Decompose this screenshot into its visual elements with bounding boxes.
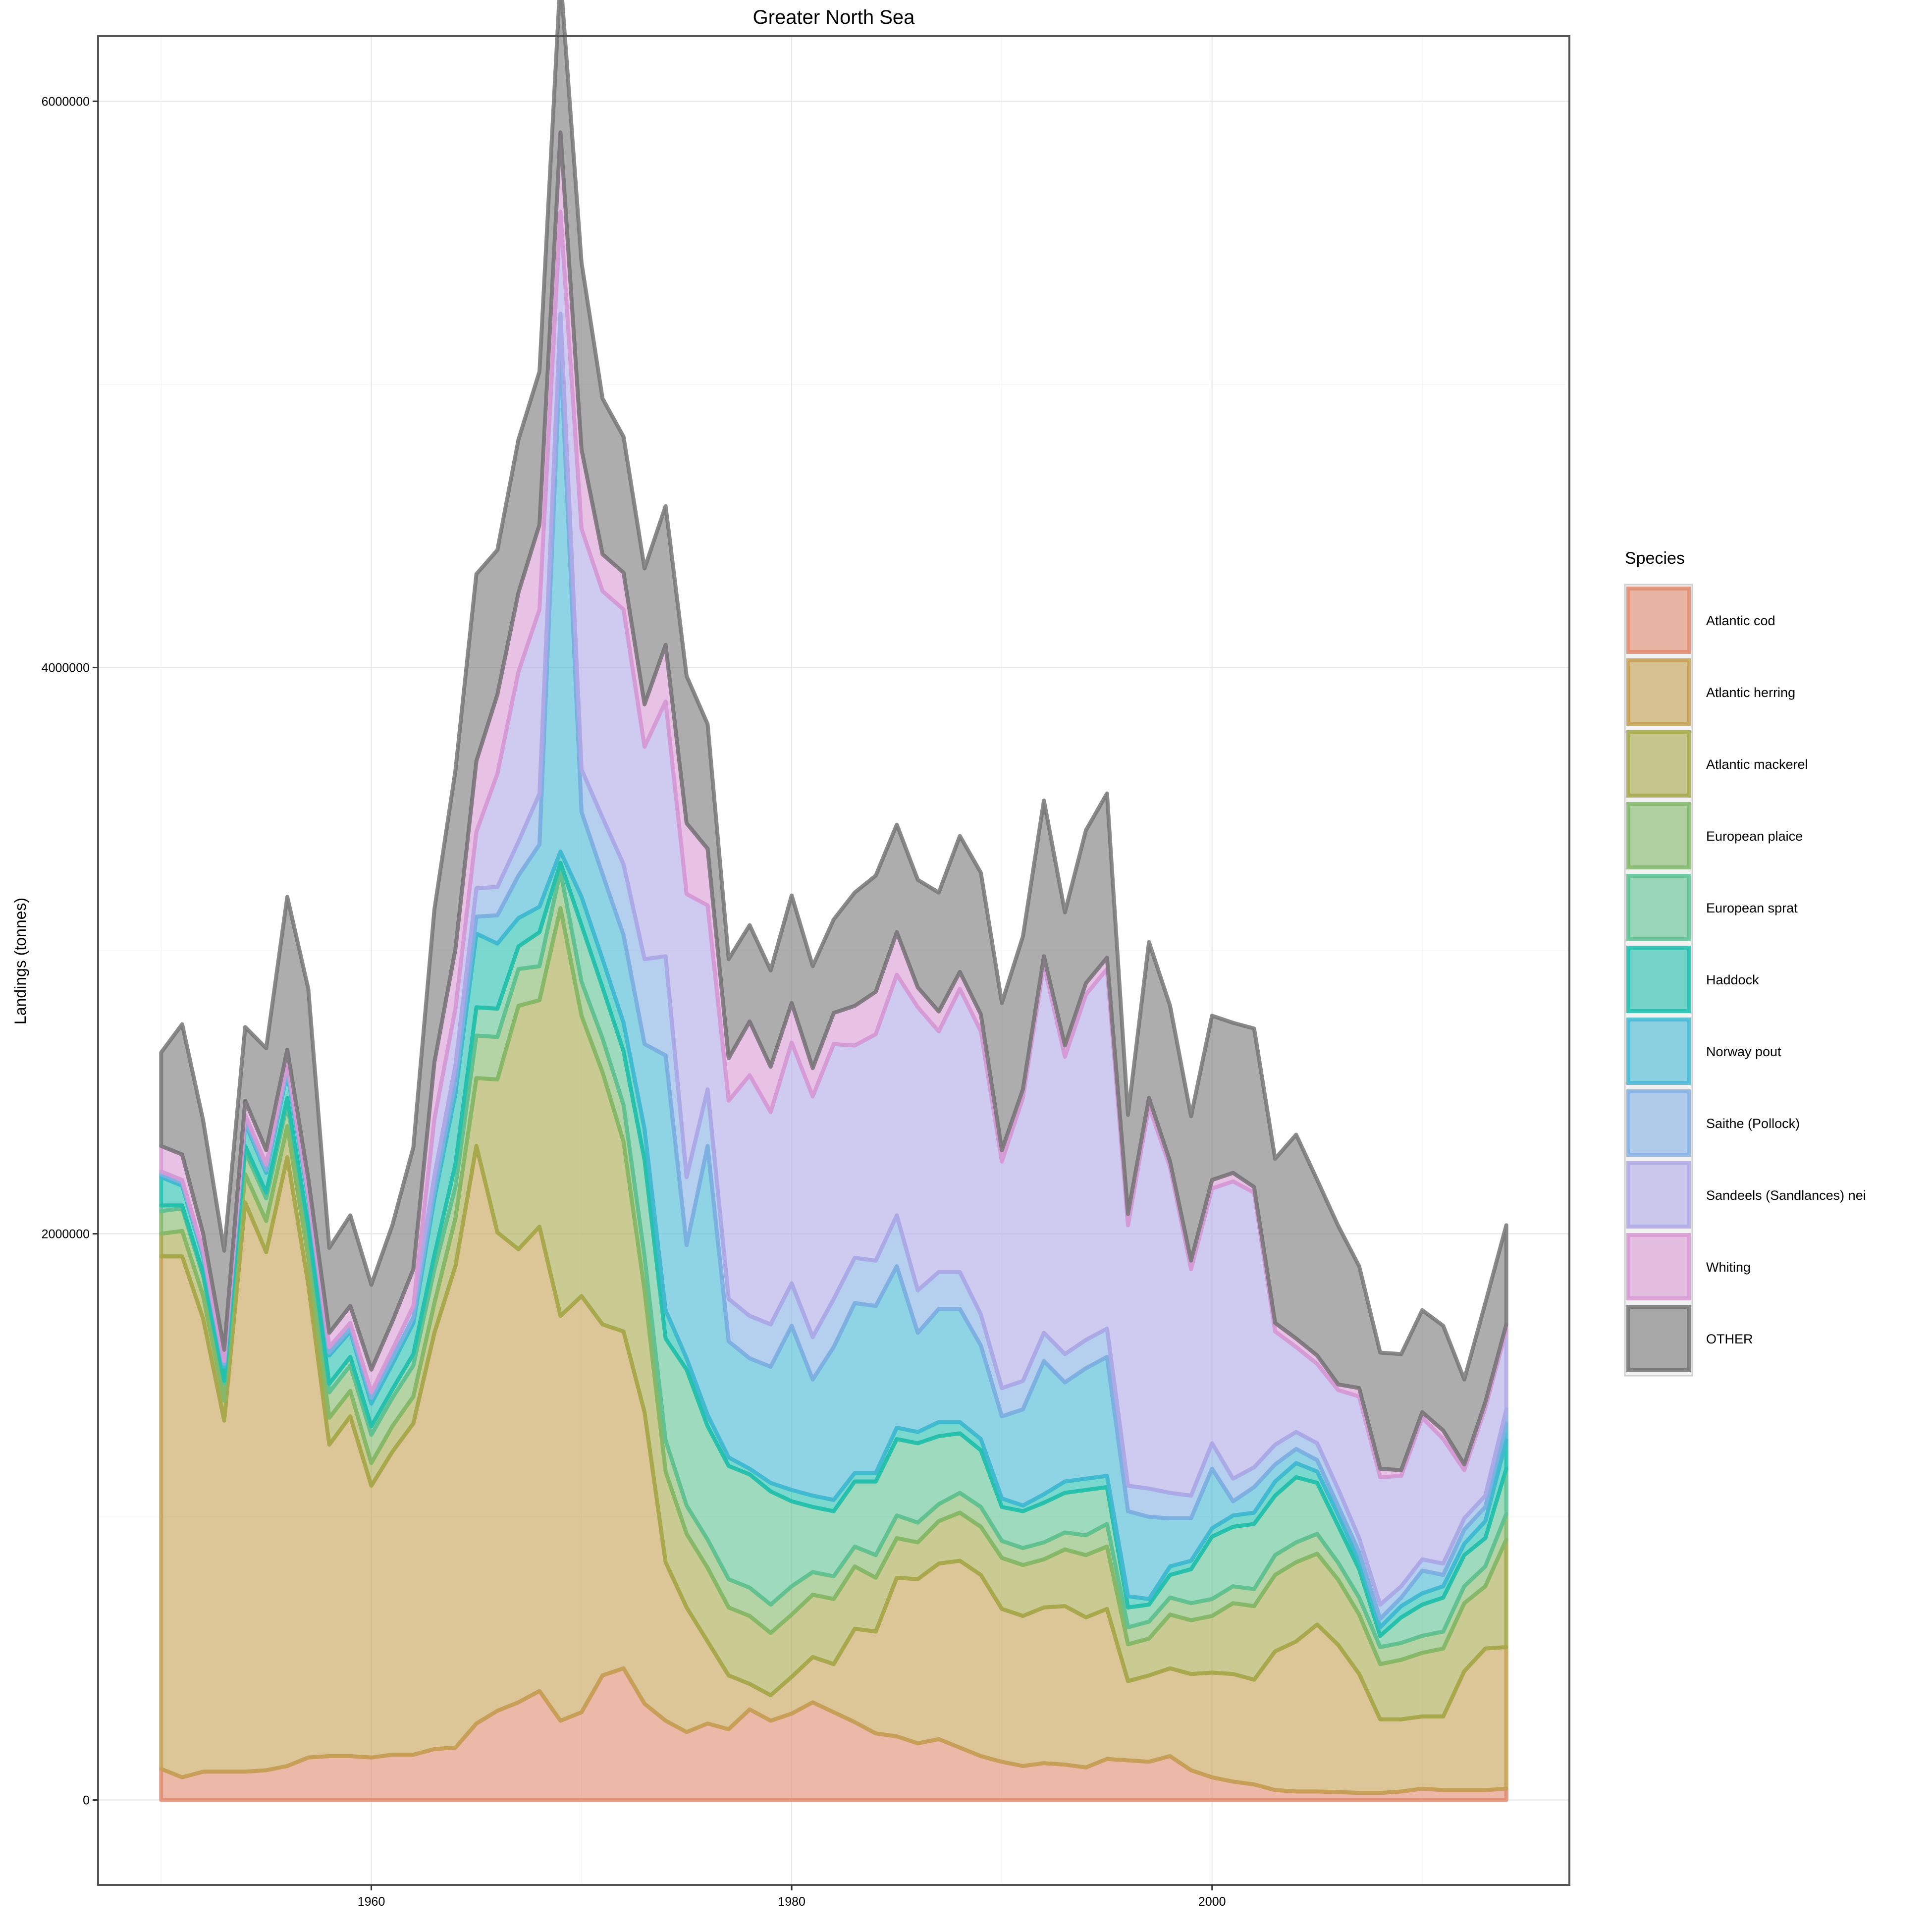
chart-title: Greater North Sea — [753, 6, 915, 28]
legend-swatch-european-plaice — [1626, 802, 1691, 869]
y-tick-label: 6000000 — [42, 95, 90, 108]
x-tick-label: 1960 — [358, 1895, 385, 1909]
y-tick-label: 0 — [83, 1794, 90, 1808]
legend-label-other: OTHER — [1706, 1332, 1753, 1346]
legend-label-european-sprat: European sprat — [1706, 901, 1798, 915]
y-axis-title: Landings (tonnes) — [11, 898, 29, 1024]
x-axis-ticks: 1960 1980 2000 — [358, 1885, 1226, 1909]
legend-label-atlantic-mackerel: Atlantic mackerel — [1706, 757, 1808, 772]
legend-swatch-sandeels-sandlances-nei — [1626, 1161, 1691, 1229]
legend-label-atlantic-herring: Atlantic herring — [1706, 685, 1795, 700]
legend-swatch-norway-pout — [1626, 1018, 1691, 1085]
area-series-group — [159, 0, 1508, 1802]
x-tick-label: 2000 — [1198, 1895, 1226, 1909]
legend-swatch-other — [1626, 1305, 1691, 1372]
legend-swatch-european-sprat — [1626, 874, 1691, 941]
legend-swatch-atlantic-cod — [1626, 587, 1691, 654]
legend: Species Atlantic cod Atlantic herring Atla… — [1624, 549, 1866, 1377]
area-other — [159, 0, 1508, 1472]
y-tick-label: 2000000 — [42, 1228, 90, 1241]
legend-label-saithe-pollock: Saithe (Pollock) — [1706, 1116, 1800, 1131]
legend-swatch-saithe-pollock — [1626, 1089, 1691, 1157]
legend-label-haddock: Haddock — [1706, 972, 1759, 987]
y-axis-ticks: 0 2000000 4000000 6000000 — [42, 95, 98, 1808]
legend-swatch-atlantic-herring — [1626, 658, 1691, 726]
legend-label-sandeels-sandlances-nei: Sandeels (Sandlances) nei — [1706, 1188, 1866, 1203]
y-tick-label: 4000000 — [42, 661, 90, 675]
legend-title: Species — [1625, 549, 1685, 568]
legend-swatch-haddock — [1626, 946, 1691, 1013]
legend-label-atlantic-cod: Atlantic cod — [1706, 613, 1775, 628]
legend-label-whiting: Whiting — [1706, 1260, 1751, 1275]
plot-panel-border — [97, 35, 1570, 1886]
legend-swatch-whiting — [1626, 1233, 1691, 1300]
x-tick-label: 1980 — [778, 1895, 805, 1909]
legend-swatch-atlantic-mackerel — [1626, 730, 1691, 798]
legend-label-european-plaice: European plaice — [1706, 829, 1803, 844]
legend-label-norway-pout: Norway pout — [1706, 1044, 1781, 1059]
